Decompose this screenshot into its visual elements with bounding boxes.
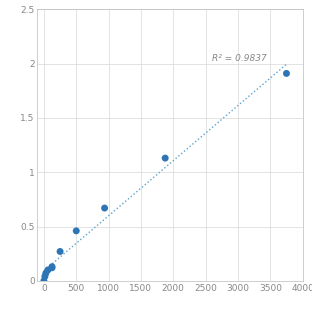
Point — [58, 249, 63, 254]
Point — [163, 156, 168, 161]
Point — [42, 274, 47, 279]
Text: R² = 0.9837: R² = 0.9837 — [212, 54, 267, 63]
Point — [284, 71, 289, 76]
Point — [74, 228, 79, 233]
Point — [102, 206, 107, 211]
Point — [41, 278, 46, 283]
Point — [50, 264, 55, 269]
Point — [46, 267, 51, 272]
Point — [43, 271, 48, 276]
Point — [50, 265, 55, 270]
